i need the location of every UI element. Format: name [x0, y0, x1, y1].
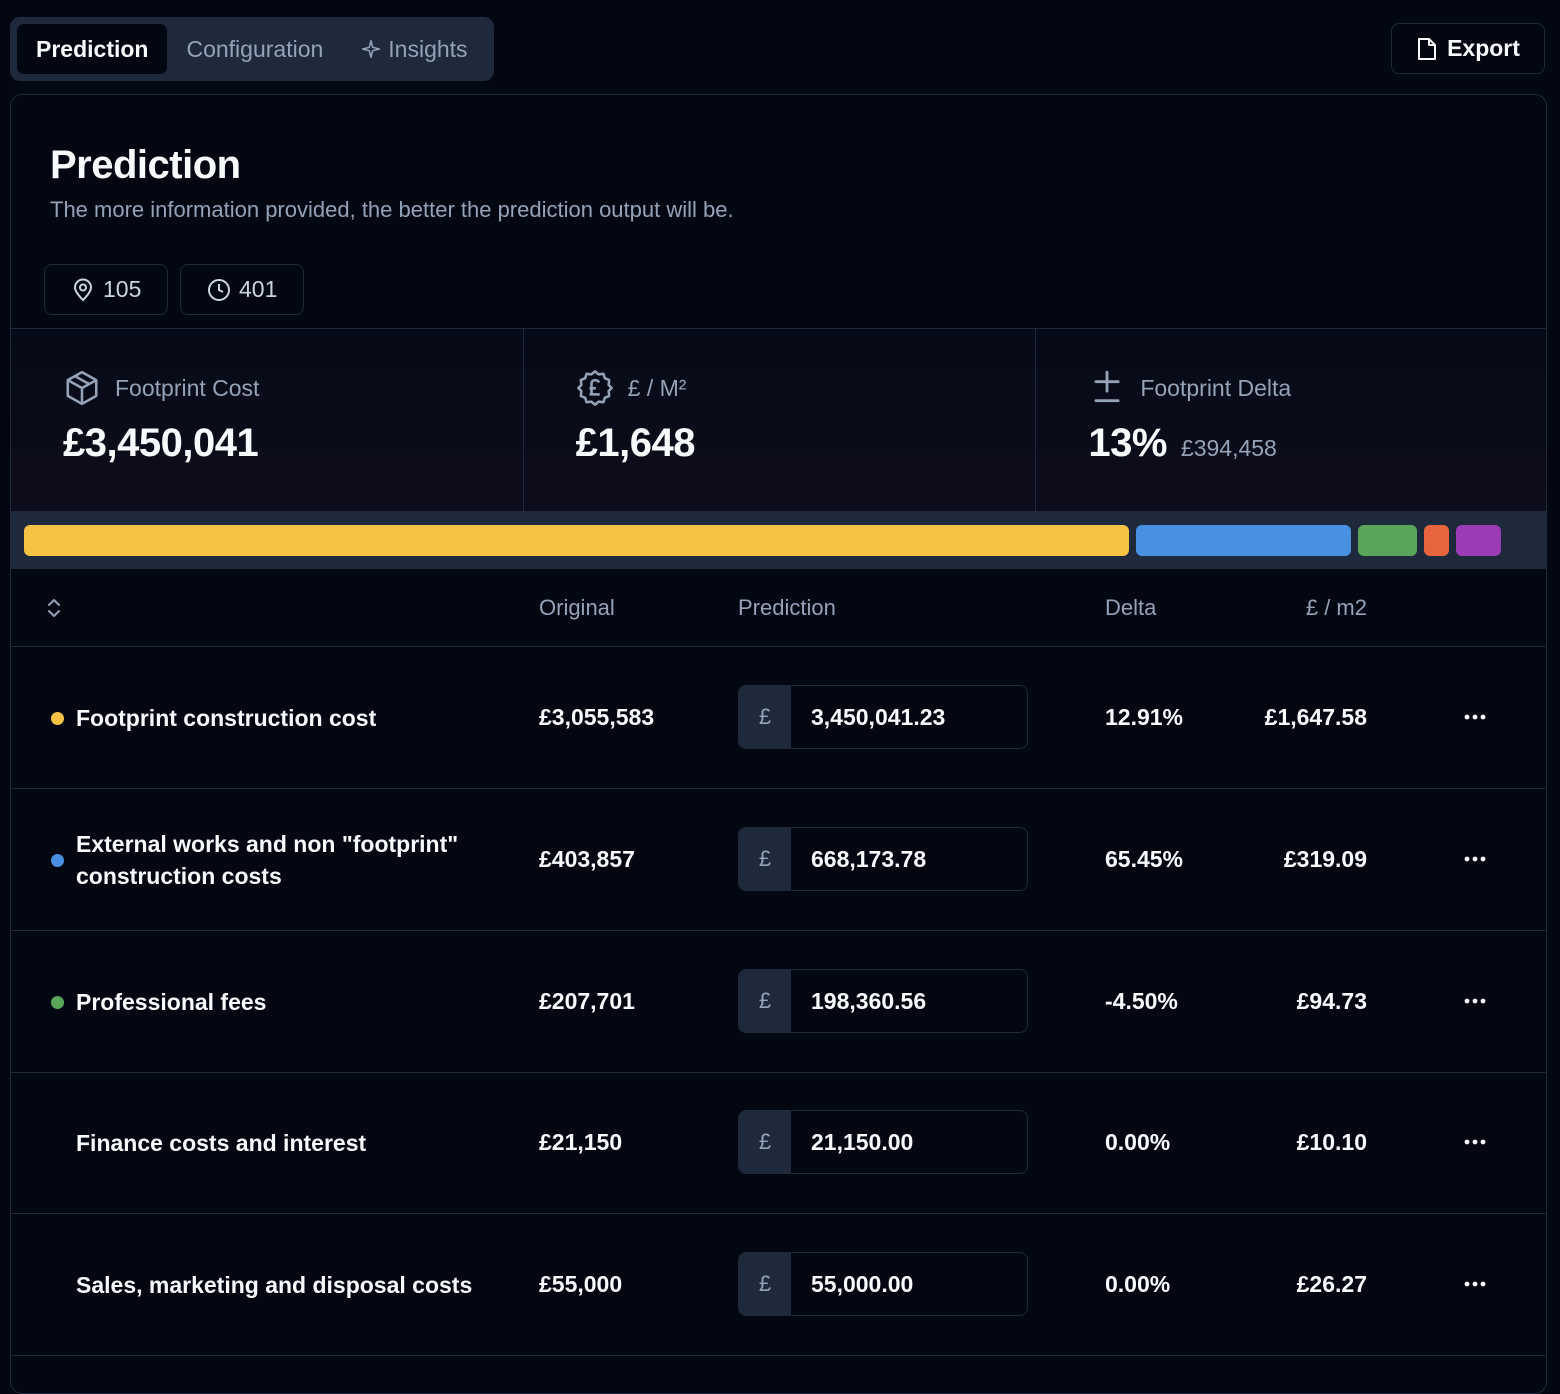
table-row: Professional fees £207,701 £ -4.50% £94.…	[11, 931, 1546, 1073]
file-icon	[1418, 37, 1437, 60]
pound-badge-icon	[576, 370, 613, 406]
page-subtitle: The more information provided, the bette…	[50, 197, 734, 222]
stat-value: 13%	[1088, 421, 1167, 465]
table-row: Sales, marketing and disposal costs £55,…	[11, 1214, 1546, 1356]
tab-insights[interactable]: Insights	[342, 24, 486, 74]
column-header-original[interactable]: Original	[539, 595, 615, 620]
stat-footprint-delta: Footprint Delta 13% £394,458	[1036, 329, 1546, 512]
currency-prefix: £	[739, 1253, 791, 1315]
chevrons-up-down-icon[interactable]	[44, 596, 64, 620]
row-per-m2: £319.09	[1283, 846, 1367, 872]
tab-prediction[interactable]: Prediction	[17, 24, 168, 74]
column-header-delta[interactable]: Delta	[1105, 595, 1157, 620]
row-name: External works and non "footprint" const…	[76, 830, 459, 889]
tab-label: Configuration	[186, 35, 324, 62]
more-horizontal-icon	[1464, 1139, 1486, 1145]
prediction-field: £	[738, 1110, 1028, 1174]
currency-prefix: £	[739, 686, 791, 748]
tab-configuration[interactable]: Configuration	[167, 24, 342, 74]
currency-prefix: £	[739, 1111, 791, 1173]
row-actions-button[interactable]	[1459, 985, 1491, 1017]
more-horizontal-icon	[1464, 1281, 1486, 1287]
row-name: Footprint construction cost	[76, 704, 377, 731]
row-per-m2: £94.73	[1296, 988, 1367, 1014]
time-chip[interactable]: 401	[180, 264, 305, 315]
row-per-m2: £10.10	[1296, 1129, 1367, 1155]
prediction-field: £	[738, 1252, 1028, 1316]
currency-prefix: £	[739, 970, 791, 1032]
sparkle-icon	[362, 39, 381, 59]
prediction-input[interactable]	[791, 970, 1027, 1032]
row-original-value: £55,000	[539, 1271, 623, 1297]
row-delta: 65.45%	[1105, 846, 1184, 872]
more-horizontal-icon	[1464, 998, 1486, 1004]
stat-secondary-value: £394,458	[1180, 435, 1277, 461]
location-chip[interactable]: 105	[44, 264, 169, 315]
category-color-dot	[51, 996, 64, 1009]
row-delta: 12.91%	[1105, 704, 1184, 730]
row-original-value: £207,701	[539, 988, 635, 1014]
export-label: Export	[1447, 35, 1520, 61]
row-name: Sales, marketing and disposal costs	[76, 1271, 473, 1298]
row-delta: 0.00%	[1105, 1271, 1171, 1297]
stat-label: £ / M²	[627, 374, 687, 401]
breakdown-segment	[1424, 524, 1450, 556]
table-header: Original Prediction Delta £ / m2	[11, 569, 1546, 647]
row-original-value: £3,055,583	[539, 704, 655, 730]
table-row: External works and non "footprint" const…	[11, 789, 1546, 931]
row-actions-button[interactable]	[1459, 843, 1491, 875]
map-pin-icon	[73, 278, 93, 301]
time-value: 401	[239, 276, 278, 302]
tab-label: Prediction	[36, 35, 149, 62]
plus-minus-icon	[1094, 370, 1120, 403]
prediction-input[interactable]	[791, 686, 1027, 748]
row-delta: 0.00%	[1105, 1129, 1171, 1155]
row-name: Professional fees	[76, 988, 267, 1015]
prediction-field: £	[738, 969, 1028, 1033]
prediction-field: £	[738, 827, 1028, 891]
prediction-card: Prediction The more information provided…	[10, 94, 1547, 1394]
column-header-prediction[interactable]: Prediction	[738, 595, 836, 620]
row-actions-button[interactable]	[1459, 1126, 1491, 1158]
box-icon	[66, 370, 98, 406]
row-original-value: £403,857	[539, 846, 635, 872]
prediction-input[interactable]	[791, 1111, 1027, 1173]
category-color-dot	[51, 854, 64, 867]
tab-label: Insights	[388, 35, 468, 62]
breakdown-segment	[24, 524, 1129, 556]
row-per-m2: £26.27	[1296, 1271, 1367, 1297]
prediction-input[interactable]	[791, 1253, 1027, 1315]
breakdown-segment	[1456, 524, 1501, 556]
row-original-value: £21,150	[539, 1129, 623, 1155]
row-delta: -4.50%	[1105, 988, 1178, 1014]
page-title: Prediction	[50, 143, 241, 187]
breakdown-segment	[1357, 524, 1418, 556]
more-horizontal-icon	[1464, 856, 1486, 862]
row-actions-button[interactable]	[1459, 1268, 1491, 1300]
column-header-per-m2[interactable]: £ / m2	[1305, 595, 1367, 620]
category-color-dot	[51, 712, 64, 725]
location-value: 105	[103, 276, 142, 302]
clock-icon	[208, 278, 230, 301]
stat-label: Footprint Cost	[115, 374, 260, 401]
breakdown-segment	[1135, 524, 1351, 556]
row-name: Finance costs and interest	[76, 1129, 367, 1156]
stat-value: £1,648	[575, 421, 696, 465]
stat-footprint-cost: Footprint Cost £3,450,041	[11, 329, 524, 512]
stats-row: Footprint Cost £3,450,041 £ / M² £1,648	[11, 328, 1546, 512]
row-actions-button[interactable]	[1459, 701, 1491, 733]
prediction-input[interactable]	[791, 828, 1027, 890]
prediction-field: £	[738, 685, 1028, 749]
stat-label: Footprint Delta	[1140, 374, 1292, 401]
cost-breakdown-bar	[11, 511, 1546, 569]
row-per-m2: £1,647.58	[1264, 704, 1367, 730]
more-horizontal-icon	[1464, 714, 1486, 720]
currency-prefix: £	[739, 828, 791, 890]
export-button[interactable]: Export	[1391, 23, 1545, 74]
view-tabs: Prediction Configuration Insights	[10, 17, 494, 81]
table-row: Footprint construction cost £3,055,583 £…	[11, 647, 1546, 789]
stat-per-m2: £ / M² £1,648	[524, 329, 1037, 512]
stat-value: £3,450,041	[63, 421, 259, 465]
table-row: Finance costs and interest £21,150 £ 0.0…	[11, 1072, 1546, 1214]
